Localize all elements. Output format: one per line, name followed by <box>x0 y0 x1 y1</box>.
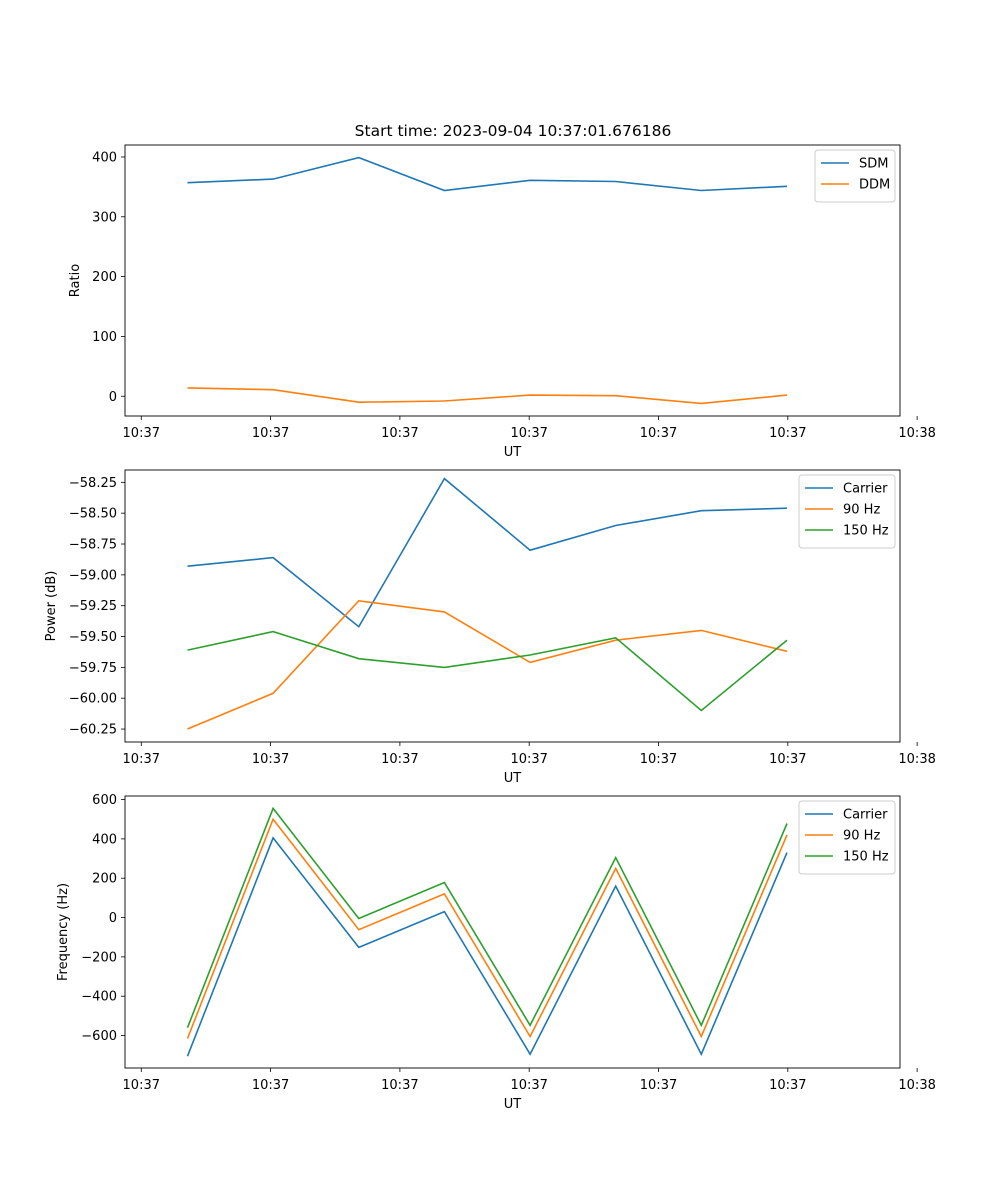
series-line-carrier <box>186 836 788 1057</box>
y-tick-label: −60.25 <box>69 723 117 738</box>
y-axis-label: Frequency (Hz) <box>56 883 71 981</box>
series-line-carrier <box>187 477 788 628</box>
y-tick-label: 400 <box>92 150 117 165</box>
chart-title: Start time: 2023-09-04 10:37:01.676186 <box>355 122 672 140</box>
series-line-ddm <box>187 387 788 405</box>
x-tick-label: 10:37 <box>510 1078 547 1093</box>
legend-label: DDM <box>859 178 890 193</box>
legend-label: Carrier <box>843 808 888 823</box>
x-tick-label: 10:37 <box>381 1078 418 1093</box>
x-tick-label: 10:38 <box>898 1078 935 1093</box>
x-tick-label: 10:37 <box>123 426 160 441</box>
x-tick-label: 10:37 <box>381 426 418 441</box>
x-axis-label: UT <box>504 445 522 460</box>
y-tick-label: −58.50 <box>69 507 117 522</box>
y-tick-label: −60.00 <box>69 692 117 707</box>
y-tick-label: −59.50 <box>69 630 117 645</box>
y-tick-label: 100 <box>92 330 117 345</box>
legend-label: Carrier <box>843 482 888 497</box>
x-tick-label: 10:37 <box>769 426 806 441</box>
y-tick-label: 300 <box>92 210 117 225</box>
legend-label: 90 Hz <box>843 503 880 518</box>
legend: Carrier 90 Hz 150 Hz <box>798 474 896 549</box>
x-tick-label: 10:37 <box>769 1078 806 1093</box>
x-tick-label: 10:38 <box>898 752 935 767</box>
x-tick-label: 10:37 <box>123 752 160 767</box>
y-tick-label: −58.75 <box>69 538 117 553</box>
y-tick-label: −58.25 <box>69 476 117 491</box>
series-line-150-hz <box>187 630 788 712</box>
chart-panel-3: 10:37 10:37 10:37 10:37 10:37 10:37 10:38 −600 −… <box>56 793 936 1112</box>
y-tick-label: 400 <box>92 832 117 847</box>
y-tick-label: −600 <box>81 1029 117 1044</box>
y-tick-label: −59.25 <box>69 599 117 614</box>
legend-label: 150 Hz <box>843 524 889 539</box>
chart-panel-2: 10:37 10:37 10:37 10:37 10:37 10:37 10:38 −60.2… <box>44 469 936 786</box>
x-axis-label: UT <box>504 1097 522 1112</box>
plot-frame <box>124 469 901 743</box>
legend-label: SDM <box>859 157 888 172</box>
x-tick-label: 10:37 <box>252 1078 289 1093</box>
y-tick-label: 200 <box>92 270 117 285</box>
y-tick-label: −59.75 <box>69 661 117 676</box>
y-tick-label: −59.00 <box>69 568 117 583</box>
x-tick-label: 10:37 <box>252 752 289 767</box>
legend-label: 150 Hz <box>843 850 889 865</box>
x-tick-label: 10:37 <box>510 426 547 441</box>
plot-frame <box>124 144 901 417</box>
series-line-90-hz <box>186 817 788 1039</box>
y-tick-label: −400 <box>81 990 117 1005</box>
plot-frame <box>124 795 901 1069</box>
series-line-sdm <box>187 156 788 192</box>
y-tick-label: −200 <box>81 950 117 965</box>
x-tick-label: 10:37 <box>510 752 547 767</box>
x-tick-label: 10:37 <box>640 1078 677 1093</box>
x-axis-label: UT <box>504 771 522 786</box>
x-tick-label: 10:37 <box>640 752 677 767</box>
y-tick-label: 600 <box>92 793 117 808</box>
y-axis-label: Ratio <box>68 264 83 297</box>
chart-panel-1: 10:37 10:37 10:37 10:37 10:37 10:37 10:38 0 100 2… <box>68 144 936 460</box>
legend: SDM DDM <box>814 149 896 203</box>
series-line-150-hz <box>186 806 788 1028</box>
x-tick-label: 10:37 <box>123 1078 160 1093</box>
series-line-90-hz <box>187 599 788 730</box>
legend-label: 90 Hz <box>843 829 880 844</box>
x-tick-label: 10:37 <box>769 752 806 767</box>
x-tick-label: 10:37 <box>252 426 289 441</box>
y-axis-label: Power (dB) <box>44 571 59 642</box>
x-tick-label: 10:38 <box>898 426 935 441</box>
legend: Carrier 90 Hz 150 Hz <box>798 800 896 875</box>
y-tick-label: 200 <box>92 872 117 887</box>
x-tick-label: 10:37 <box>640 426 677 441</box>
x-tick-label: 10:37 <box>381 752 418 767</box>
y-tick-label: 0 <box>109 390 117 405</box>
y-tick-label: 0 <box>109 911 117 926</box>
